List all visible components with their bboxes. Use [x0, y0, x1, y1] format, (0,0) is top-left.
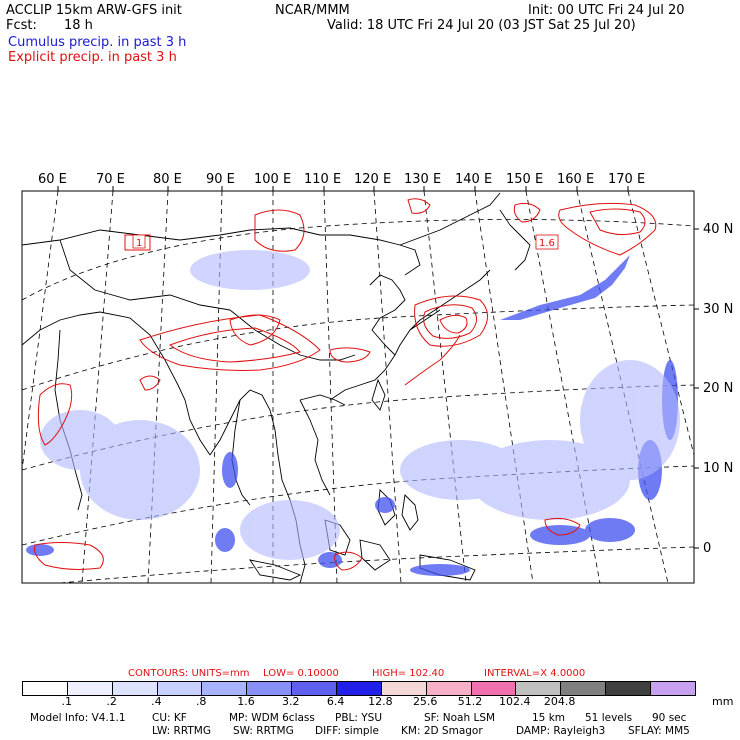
legend-explicit: Explicit precip. in past 3 h	[8, 50, 177, 65]
lon-label-130e: 130 E	[404, 172, 442, 187]
model-sf: SF: Noah LSM	[424, 712, 496, 724]
lat-label-10n: 10 N	[703, 461, 734, 476]
contour-units: CONTOURS: UNITS=mm	[128, 668, 250, 679]
lat-label-0: 0	[703, 541, 712, 556]
lon-label-90e: 90 E	[206, 172, 235, 187]
model-lw: LW: RRTMG	[152, 725, 211, 737]
map-frame	[21, 190, 695, 584]
colorbar-tick-label: 1.6	[237, 695, 255, 708]
colorbar-tick-label: 102.4	[499, 695, 531, 708]
model-pbl: PBL: YSU	[335, 712, 383, 724]
colorbar	[22, 681, 696, 696]
lon-label-100e: 100 E	[254, 172, 292, 187]
colorbar-swatch	[202, 682, 248, 695]
model-levels: 51 levels	[585, 712, 633, 724]
model-sw: SW: RRTMG	[233, 725, 294, 737]
colorbar-tick-label: 51.2	[457, 695, 483, 708]
model-version: Model Info: V4.1.1	[30, 712, 126, 724]
forecast-title: ACCLIP 15km ARW-GFS init	[6, 3, 182, 18]
colorbar-swatch	[471, 682, 517, 695]
valid-time: Valid: 18 UTC Fri 24 Jul 20 (03 JST Sat …	[327, 18, 636, 33]
colorbar-swatch	[426, 682, 472, 695]
model-damp: DAMP: Rayleigh3	[516, 725, 606, 737]
colorbar-swatch	[157, 682, 203, 695]
lon-label-170e: 170 E	[608, 172, 646, 187]
init-time: Init: 00 UTC Fri 24 Jul 20	[528, 3, 685, 18]
colorbar-tick-label: 204.8	[543, 695, 576, 708]
contour-labels: 1 1.6	[132, 234, 559, 250]
lon-label-150e: 150 E	[506, 172, 544, 187]
colorbar-unit: mm	[712, 695, 734, 708]
colorbar-tick-label: .1	[61, 695, 73, 708]
institution-label: NCAR/MMM	[275, 3, 350, 18]
colorbar-swatch	[67, 682, 113, 695]
lon-label-140e: 140 E	[455, 172, 493, 187]
colorbar-swatch	[561, 682, 607, 695]
lon-label-60e: 60 E	[38, 172, 67, 187]
explicit-precip-contours	[34, 198, 657, 571]
lat-label-30n: 30 N	[703, 302, 734, 317]
model-sflay: SFLAY: MM5	[628, 725, 690, 737]
forecast-hour-label: Fcst:	[6, 18, 37, 33]
contour-label-1: 1	[136, 238, 142, 249]
contour-high: HIGH= 102.40	[372, 668, 445, 679]
colorbar-tick-label: 25.6	[412, 695, 438, 708]
lon-label-120e: 120 E	[354, 172, 392, 187]
colorbar-swatch	[606, 682, 652, 695]
colorbar-tick-label: .8	[195, 695, 207, 708]
contour-label-1-6: 1.6	[539, 238, 555, 249]
colorbar-swatch	[292, 682, 338, 695]
axis-ticks	[57, 186, 699, 549]
colorbar-tick-label: .2	[106, 695, 117, 708]
colorbar-swatch	[337, 682, 382, 695]
forecast-hour-value: 18 h	[64, 18, 93, 33]
model-km: KM: 2D Smagor	[401, 725, 483, 737]
colorbar-tick-label: .4	[151, 695, 162, 708]
lon-label-110e: 110 E	[304, 172, 342, 187]
lat-label-40n: 40 N	[703, 222, 734, 237]
colorbar-tick-label: 6.4	[326, 695, 345, 708]
contour-interval: INTERVAL=X 4.0000	[484, 668, 586, 679]
lon-label-80e: 80 E	[153, 172, 182, 187]
model-cu: CU: KF	[152, 712, 187, 724]
colorbar-swatch	[651, 682, 695, 695]
lat-label-20n: 20 N	[703, 381, 734, 396]
contour-low: LOW= 0.10000	[263, 668, 339, 679]
colorbar-swatch	[516, 682, 562, 695]
lon-label-160e: 160 E	[557, 172, 595, 187]
model-mp: MP: WDM 6class	[229, 712, 315, 724]
colorbar-swatch	[381, 682, 427, 695]
light-cumulus-precip	[40, 250, 680, 560]
colorbar-swatch	[247, 682, 293, 695]
lon-label-70e: 70 E	[96, 172, 125, 187]
model-timestep: 90 sec	[652, 712, 687, 724]
model-resolution: 15 km	[532, 712, 566, 724]
legend-cumulus: Cumulus precip. in past 3 h	[8, 35, 187, 50]
colorbar-tick-label: 12.8	[368, 695, 393, 708]
colorbar-tick-label: 3.2	[282, 695, 300, 708]
colorbar-swatch	[112, 682, 158, 695]
colorbar-swatch	[23, 682, 68, 695]
model-diff: DIFF: simple	[315, 725, 379, 737]
